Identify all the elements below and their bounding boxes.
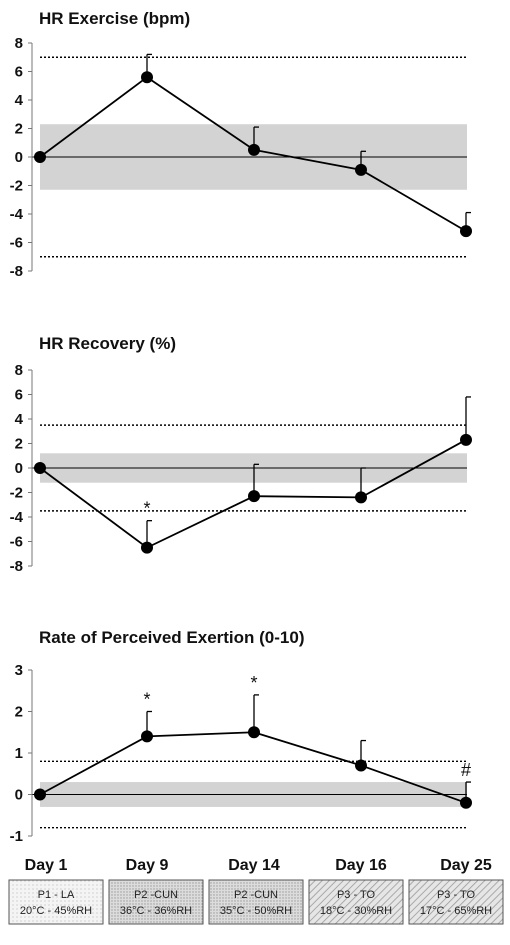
data-point [34, 788, 46, 801]
condition-box: P3 - TO 18°C - 30%RH [308, 879, 404, 925]
condition-location: P3 - TO [437, 889, 476, 901]
condition-box-fill [8, 879, 104, 925]
condition-location: P1 - LA [38, 889, 75, 901]
data-point [248, 726, 260, 739]
y-tick-label: -6 [10, 534, 23, 551]
panel-title: HR Recovery (%) [39, 334, 176, 353]
data-point [460, 433, 472, 446]
y-tick-label: -6 [10, 235, 23, 252]
x-tick-label: Day 16 [335, 857, 387, 874]
data-point [355, 163, 367, 176]
significance-marker: * [143, 499, 150, 519]
condition-climate: 36°C - 36%RH [120, 905, 192, 917]
data-point [141, 71, 153, 84]
data-point [460, 225, 472, 238]
y-tick-label: 0 [15, 787, 23, 804]
panel-1: HR Exercise (bpm) 8 6 4 2 0 -2 -4 -6 -8 [10, 9, 472, 280]
condition-climate: 18°C - 30%RH [320, 905, 392, 917]
y-tick-label: 6 [15, 387, 23, 404]
condition-box: P2 -CUN 36°C - 36%RH [108, 879, 204, 925]
x-tick-label: Day 9 [126, 857, 169, 874]
condition-climate: 20°C - 45%RH [20, 905, 92, 917]
significance-marker: * [143, 690, 150, 710]
condition-box-fill [108, 879, 204, 925]
data-point [355, 759, 367, 772]
y-tick-label: 3 [15, 662, 23, 679]
y-tick-label: 4 [15, 92, 24, 109]
condition-box: P2 -CUN 35°C - 50%RH [208, 879, 304, 925]
condition-box-fill [308, 879, 404, 925]
y-tick-label: 0 [15, 149, 23, 166]
significance-marker: * [250, 673, 257, 693]
condition-climate: 35°C - 50%RH [220, 905, 292, 917]
data-point [355, 491, 367, 504]
panel-title: Rate of Perceived Exertion (0-10) [39, 628, 304, 647]
data-point [248, 143, 260, 156]
y-tick-label: -4 [10, 206, 24, 223]
data-point [141, 730, 153, 743]
condition-location: P2 -CUN [234, 889, 278, 901]
y-tick-label: 6 [15, 64, 23, 81]
y-tick-label: 1 [15, 745, 23, 762]
y-tick-label: 2 [15, 704, 23, 721]
condition-location: P2 -CUN [134, 889, 178, 901]
panel-3: Rate of Perceived Exertion (0-10) 3 2 1 0 -1 *… [10, 628, 472, 845]
y-tick-label: -2 [10, 178, 23, 195]
condition-box-fill [408, 879, 504, 925]
y-tick-label: -8 [10, 558, 23, 575]
y-tick-label: 4 [15, 411, 24, 428]
x-axis: Day 1 Day 9 Day 14 Day 16 Day 25 [25, 857, 492, 874]
y-tick-label: 2 [15, 121, 23, 138]
condition-location: P3 - TO [337, 889, 376, 901]
y-tick-label: -1 [10, 828, 23, 845]
significance-marker: # [461, 760, 471, 780]
x-tick-label: Day 14 [228, 857, 280, 874]
condition-climate: 17°C - 65%RH [420, 905, 492, 917]
data-point [248, 490, 260, 503]
y-tick-label: -8 [10, 263, 23, 280]
y-tick-label: 8 [15, 35, 23, 52]
condition-box: P1 - LA 20°C - 45%RH [8, 879, 104, 925]
panel-2: HR Recovery (%) 8 6 4 2 0 -2 -4 -6 -8 * [10, 334, 472, 575]
panel-title: HR Exercise (bpm) [39, 9, 190, 28]
data-point [34, 151, 46, 163]
y-tick-label: -4 [10, 509, 24, 526]
x-tick-label: Day 25 [440, 857, 492, 874]
data-point [34, 462, 46, 474]
y-tick-label: 8 [15, 362, 23, 379]
condition-box: P3 - TO 17°C - 65%RH [408, 879, 504, 925]
y-tick-label: -2 [10, 485, 23, 502]
condition-box-fill [208, 879, 304, 925]
x-tick-label: Day 1 [25, 857, 68, 874]
data-point [460, 796, 472, 809]
y-tick-label: 0 [15, 460, 23, 477]
y-tick-label: 2 [15, 436, 23, 453]
data-point [141, 541, 153, 554]
